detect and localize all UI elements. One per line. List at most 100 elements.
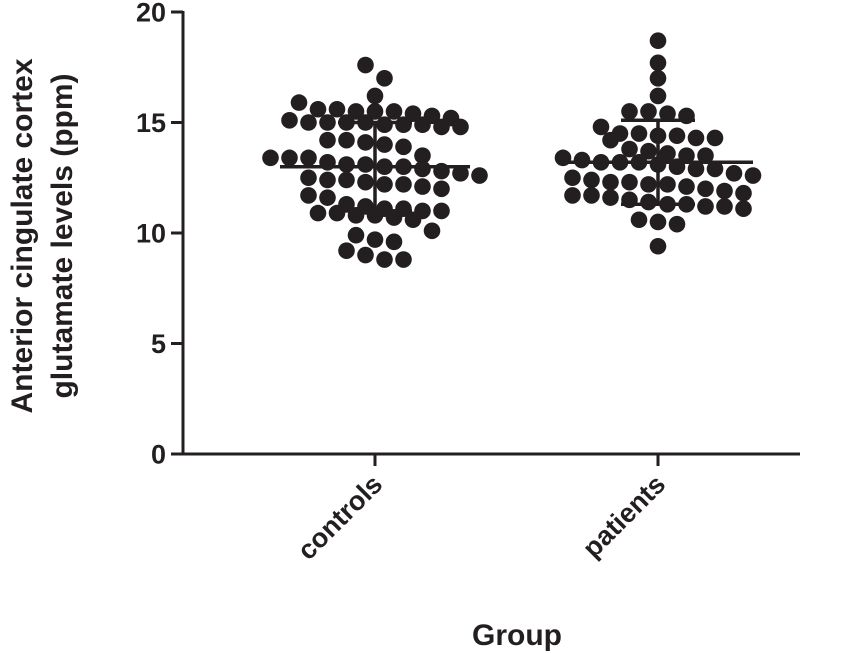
data-point-patients	[735, 200, 752, 217]
data-point-patients	[678, 147, 695, 164]
data-point-patients	[697, 147, 714, 164]
data-point-controls	[471, 167, 488, 184]
data-point-patients	[621, 173, 638, 191]
data-point-patients	[744, 167, 762, 184]
data-point-controls	[414, 116, 431, 134]
data-point-patients	[659, 145, 676, 162]
data-point-patients	[583, 187, 600, 204]
data-point-controls	[347, 103, 365, 120]
data-point-controls	[433, 162, 450, 180]
data-point-patients	[592, 118, 610, 136]
data-point-patients	[659, 195, 676, 213]
data-point-patients	[649, 127, 667, 145]
data-point-controls	[328, 204, 346, 222]
data-point-patients	[725, 165, 743, 182]
data-point-patients	[659, 105, 676, 122]
data-point-patients	[640, 193, 657, 211]
y-axis-title-line-2: glutamate levels (ppm)	[46, 73, 79, 398]
data-point-controls	[385, 233, 403, 251]
data-point-controls	[309, 100, 327, 118]
data-point-patients	[564, 187, 581, 204]
data-point-controls	[300, 187, 317, 204]
data-point-controls	[452, 118, 469, 136]
data-point-patients	[697, 180, 714, 198]
data-point-patients	[668, 127, 686, 145]
data-point-patients	[706, 160, 724, 178]
data-point-patients	[583, 171, 600, 189]
data-point-patients	[716, 182, 733, 200]
data-point-patients	[630, 125, 648, 142]
data-point-controls	[395, 251, 412, 268]
y-axis-title-line-1: Anterior cingulate cortex	[6, 58, 39, 413]
x-tick-label-group: patients	[577, 469, 671, 563]
data-point-controls	[347, 226, 365, 244]
data-point-controls	[338, 114, 355, 131]
y-tick-label: 10	[136, 219, 166, 249]
data-point-controls	[404, 211, 422, 229]
data-point-patients	[602, 131, 619, 149]
data-point-controls	[347, 207, 365, 224]
data-point-controls	[376, 176, 393, 193]
data-point-controls	[414, 160, 431, 178]
data-point-patients	[697, 198, 714, 215]
data-point-controls	[414, 178, 431, 195]
data-point-patients	[640, 103, 657, 120]
data-point-patients	[640, 142, 657, 160]
data-point-controls	[366, 231, 384, 248]
data-point-controls	[357, 134, 374, 151]
data-point-controls	[357, 56, 374, 74]
data-point-controls	[338, 131, 355, 149]
data-point-patients	[621, 191, 638, 209]
data-point-controls	[385, 103, 403, 120]
data-point-patients	[668, 158, 686, 175]
data-point-patients	[687, 129, 705, 147]
data-point-patients	[611, 153, 629, 171]
data-point-patients	[554, 149, 572, 167]
data-point-patients	[668, 215, 686, 233]
data-point-controls	[414, 147, 431, 164]
data-point-controls	[319, 131, 336, 149]
data-point-patients	[630, 211, 648, 229]
data-point-patients	[649, 70, 667, 87]
data-point-patients	[678, 107, 695, 125]
data-point-controls	[376, 136, 393, 153]
data-point-patients	[649, 54, 667, 72]
data-point-controls	[366, 103, 384, 120]
data-point-controls	[366, 87, 384, 105]
data-point-patients	[649, 156, 667, 173]
data-point-patients	[630, 153, 648, 171]
data-point-controls	[433, 180, 450, 198]
data-point-patients	[602, 173, 619, 191]
data-point-controls	[423, 222, 441, 240]
y-tick-label: 15	[136, 108, 166, 138]
data-point-controls	[300, 149, 317, 167]
axes: 0 5 10 15 20 controls patients	[136, 0, 800, 566]
y-tick-label: 0	[151, 440, 166, 470]
data-point-controls	[328, 100, 346, 118]
data-point-controls	[338, 171, 355, 189]
data-point-patients	[678, 178, 695, 195]
y-tick-label: 5	[151, 329, 166, 359]
data-point-controls	[281, 149, 298, 167]
data-point-controls	[366, 207, 384, 224]
data-point-controls	[309, 204, 327, 222]
data-point-controls	[433, 202, 450, 220]
data-point-patients	[649, 87, 667, 105]
data-point-controls	[290, 94, 308, 111]
data-point-controls	[395, 138, 412, 156]
data-point-patients	[706, 129, 724, 147]
data-point-controls	[404, 105, 422, 122]
x-tick-label-patients: patients	[577, 469, 671, 563]
data-point-patients	[659, 176, 676, 193]
data-point-patients	[649, 237, 667, 255]
data-point-controls	[281, 111, 298, 129]
data-point-patients	[649, 213, 667, 231]
data-point-controls	[376, 70, 393, 87]
data-point-patients	[573, 151, 591, 169]
data-point-patients	[716, 198, 733, 215]
data-points	[262, 32, 762, 268]
data-point-controls	[376, 251, 393, 268]
data-point-controls	[357, 246, 374, 264]
x-axis-title: Group	[472, 619, 562, 652]
